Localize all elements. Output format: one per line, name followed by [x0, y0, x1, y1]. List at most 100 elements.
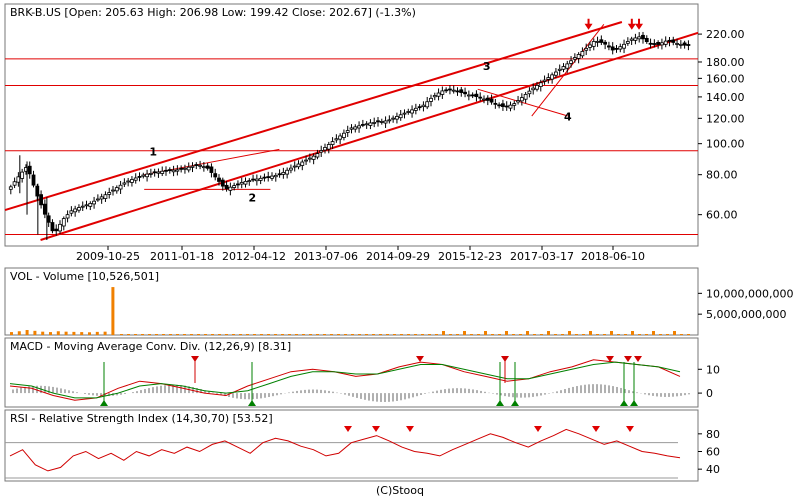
candle-body [592, 42, 595, 47]
macd-histogram-bar [680, 393, 682, 396]
candle-body [467, 95, 470, 96]
macd-histogram-bar [604, 385, 606, 393]
volume-bar [624, 334, 627, 335]
candle-body [305, 160, 308, 161]
candle-body [354, 127, 357, 129]
macd-histogram-bar [572, 387, 574, 393]
volume-bar [470, 334, 473, 335]
macd-histogram-bar [384, 393, 386, 402]
volume-bar [225, 334, 228, 335]
candle-body [426, 102, 429, 107]
candle-body [668, 40, 671, 41]
volume-bar [197, 334, 200, 335]
macd-histogram-bar [276, 393, 278, 395]
volume-bar [72, 332, 75, 335]
macd-histogram-bar [396, 393, 398, 401]
candle-body [142, 175, 145, 176]
candle-body [441, 91, 444, 94]
candle-body [146, 174, 149, 177]
volume-bar [372, 334, 375, 335]
volume-bar [680, 334, 683, 335]
price-title: BRK-B.US [Open: 205.63 High: 206.98 Low:… [10, 6, 416, 19]
candle-body [112, 190, 115, 191]
candle-body [433, 95, 436, 96]
candle-body [195, 165, 198, 166]
candle-body [619, 47, 622, 49]
candle-body [85, 205, 88, 206]
candle-body [524, 94, 527, 99]
volume-bar [666, 334, 669, 335]
volume-bar [400, 334, 403, 335]
candle-body [456, 91, 459, 92]
volume-bar [512, 334, 515, 335]
macd-histogram-bar [332, 392, 334, 393]
macd-histogram-bar [676, 393, 678, 396]
volume-bar [253, 334, 256, 335]
candle-body [199, 165, 202, 166]
volume-bar [246, 334, 249, 335]
candle-body [615, 48, 618, 49]
volume-y-tick-label: 5,000,000,000 [706, 308, 786, 321]
volume-bar [603, 334, 606, 335]
volume-bar [428, 334, 431, 335]
volume-bar [477, 334, 480, 335]
candle-body [66, 215, 69, 218]
candle-body [123, 183, 126, 184]
volume-bar [561, 334, 564, 335]
volume-bar [659, 334, 662, 335]
volume-bar [267, 334, 270, 335]
macd-histogram-bar [292, 392, 294, 393]
candle-body [517, 101, 520, 102]
candle-body [180, 168, 183, 169]
candle-body [308, 158, 311, 159]
macd-histogram-bar [236, 393, 238, 398]
candle-body [429, 98, 432, 101]
macd-histogram-bar [296, 391, 298, 393]
volume-bar [295, 334, 298, 335]
macd-histogram-bar [52, 387, 54, 393]
macd-histogram-bar [316, 390, 318, 394]
volume-bar [358, 334, 361, 335]
candle-body [664, 41, 667, 44]
price-x-tick-label: 2009-10-25 [76, 250, 140, 263]
macd-histogram-bar [12, 390, 14, 394]
volume-bar [104, 332, 107, 335]
macd-histogram-bar [168, 385, 170, 393]
macd-histogram-bar [664, 393, 666, 397]
macd-histogram-bar [552, 392, 554, 393]
macd-histogram-bar [516, 393, 518, 397]
candle-body [414, 108, 417, 110]
volume-bar [456, 334, 459, 335]
candle-body [486, 98, 489, 100]
candle-body [93, 201, 96, 204]
price-y-tick-label: 220.00 [706, 28, 745, 41]
candle-body [271, 176, 274, 178]
macd-histogram-bar [608, 385, 610, 393]
candle-body [176, 170, 179, 171]
candle-body [221, 180, 224, 186]
candle-body [649, 43, 652, 44]
macd-histogram-bar [472, 389, 474, 393]
macd-histogram-bar [636, 392, 638, 393]
candle-body [551, 75, 554, 79]
candle-body [138, 176, 141, 177]
volume-bar [505, 331, 508, 335]
macd-histogram-bar [120, 393, 122, 395]
macd-histogram-bar [592, 384, 594, 393]
candle-body [641, 35, 644, 39]
candle-body [558, 69, 561, 70]
candle-body [252, 179, 255, 180]
candle-body [293, 166, 296, 167]
candle-body [47, 216, 50, 222]
volume-bar [127, 334, 130, 335]
macd-histogram-bar [452, 388, 454, 393]
macd-histogram-bar [672, 393, 674, 397]
macd-histogram-bar [160, 386, 162, 393]
macd-histogram-bar [648, 393, 650, 395]
macd-histogram-bar [660, 393, 662, 397]
macd-histogram-bar [460, 388, 462, 393]
candle-body [475, 94, 478, 96]
volume-bar [435, 334, 438, 335]
volume-bar [519, 334, 522, 335]
candle-body [604, 42, 607, 44]
